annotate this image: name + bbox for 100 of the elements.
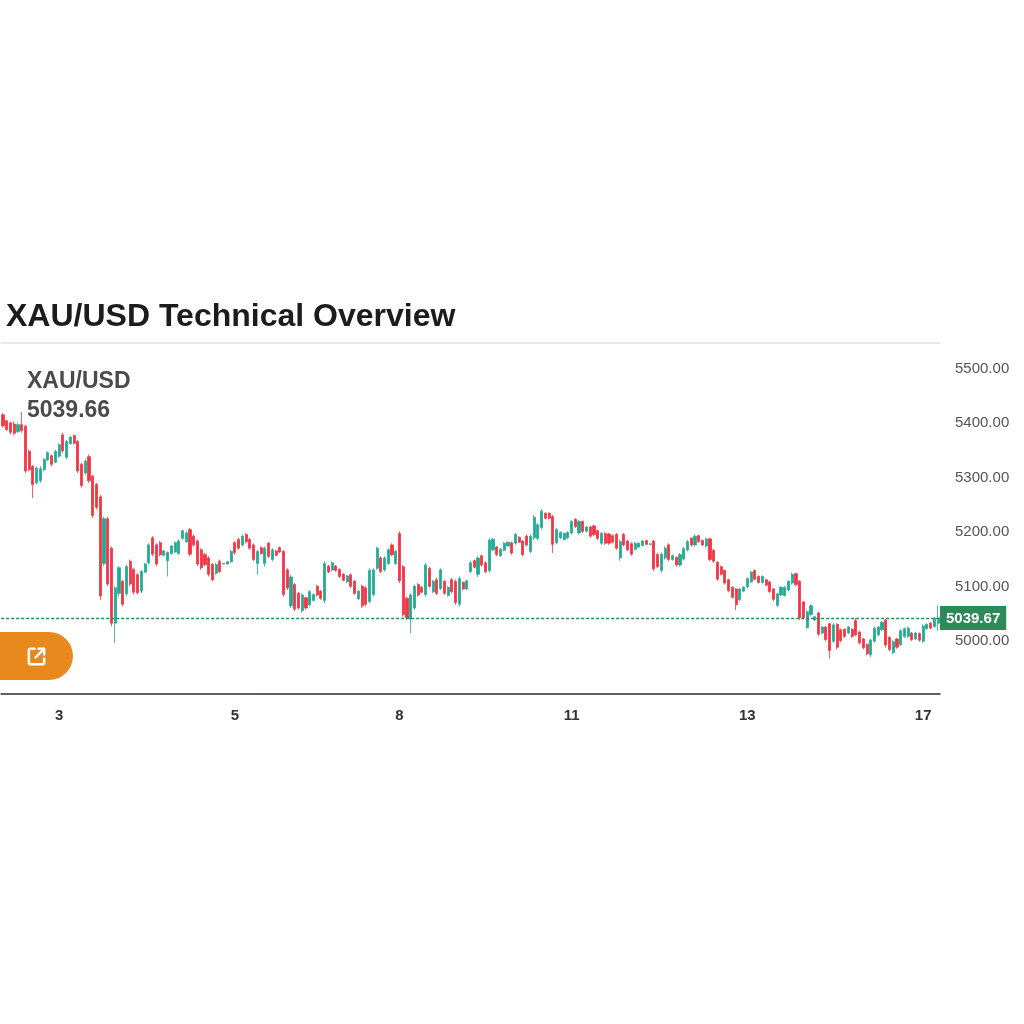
candlestick	[233, 540, 236, 556]
candlestick	[589, 525, 592, 539]
candlestick	[495, 545, 498, 557]
candlestick	[125, 564, 128, 597]
candlestick	[267, 541, 270, 559]
annotation: 5039.66	[27, 395, 111, 422]
candlestick	[641, 539, 644, 547]
candlestick	[821, 625, 824, 635]
candlestick	[218, 559, 221, 574]
candlestick	[16, 422, 20, 434]
candlestick	[84, 459, 87, 476]
candlestick	[252, 542, 255, 562]
candlestick	[439, 567, 442, 591]
candlestick	[592, 524, 596, 537]
candlestick	[417, 582, 420, 597]
candlestick	[817, 611, 820, 637]
candlestick	[428, 566, 431, 589]
candlestick	[177, 539, 180, 556]
candlestick	[708, 537, 712, 562]
candlestick	[327, 564, 330, 574]
y-tick-label: 5300.00	[955, 467, 1010, 485]
candlestick	[622, 532, 625, 547]
candlestick	[836, 622, 839, 650]
candlestick	[462, 580, 465, 591]
candlestick	[847, 625, 850, 635]
candlestick	[634, 541, 637, 551]
candlestick	[215, 562, 218, 576]
candlestick	[690, 536, 693, 547]
candlestick	[895, 637, 899, 650]
candlestick	[581, 520, 584, 534]
y-tick-label: 5000.00	[955, 631, 1010, 649]
candlestick	[753, 568, 756, 581]
candlestick	[735, 587, 738, 611]
candlestick	[738, 587, 741, 602]
candlestick	[293, 582, 296, 612]
candlestick	[918, 632, 921, 643]
candlestick	[914, 631, 917, 641]
candlestick	[671, 554, 674, 562]
x-tick-label: 11	[563, 706, 580, 723]
candlestick	[301, 592, 304, 614]
y-tick-label: 5500.00	[955, 358, 1010, 376]
candlestick	[312, 592, 315, 602]
candlestick	[585, 525, 588, 533]
candlestick	[637, 541, 640, 549]
candlestick	[555, 527, 558, 545]
candlestick	[761, 574, 764, 584]
candlestick	[604, 531, 607, 546]
candlestick	[551, 514, 554, 554]
candlestick	[304, 596, 308, 611]
candlestick	[866, 642, 869, 656]
candlestick	[469, 560, 472, 574]
candlestick	[361, 584, 364, 609]
candlestick	[289, 574, 293, 609]
candlestick	[368, 567, 371, 604]
candlestick	[331, 560, 334, 572]
annotation: XAU/USD	[27, 366, 131, 393]
candlestick	[58, 442, 61, 459]
candlestick	[649, 542, 652, 546]
candlestick	[473, 559, 476, 569]
y-tick-label: 5200.00	[955, 522, 1010, 540]
candlestick	[607, 532, 611, 546]
candlestick	[476, 555, 480, 578]
candlestick	[813, 615, 816, 622]
ref-line-label: 5039.67	[946, 609, 1001, 627]
candlestick	[338, 567, 341, 579]
candlestick	[488, 537, 491, 574]
candlestick	[9, 420, 12, 435]
candlestick	[559, 530, 562, 540]
candlestick	[346, 574, 349, 584]
x-tick-label: 8	[395, 706, 404, 723]
x-tick-label: 3	[54, 706, 64, 723]
candlestick	[570, 519, 573, 535]
candlestick	[693, 534, 697, 547]
candlestick	[514, 532, 517, 546]
candlestick	[465, 579, 468, 591]
candlestick	[929, 621, 932, 630]
candlestick	[260, 546, 263, 556]
candlestick	[357, 589, 360, 601]
candlestick	[454, 579, 457, 606]
candlestick	[544, 511, 547, 520]
candlestick	[256, 549, 259, 576]
candlestick	[937, 604, 940, 632]
candlestick	[196, 539, 199, 567]
candlestick	[645, 539, 648, 546]
candlestick	[828, 622, 831, 660]
candlestick	[600, 531, 603, 546]
candlestick	[230, 549, 233, 564]
candlestick	[420, 585, 423, 594]
chart-title: XAU/USD Technical Overview	[6, 297, 456, 333]
candlestick	[506, 541, 510, 547]
candlestick	[282, 549, 285, 597]
candlestick	[323, 560, 326, 604]
candlestick	[241, 534, 244, 547]
candlestick	[596, 529, 599, 541]
candlestick	[181, 529, 184, 540]
y-tick-label: 5400.00	[955, 413, 1010, 431]
candlestick	[424, 562, 427, 597]
candlestick	[222, 562, 225, 565]
y-tick-label: 5100.00	[955, 576, 1010, 594]
candlestick	[843, 627, 846, 639]
